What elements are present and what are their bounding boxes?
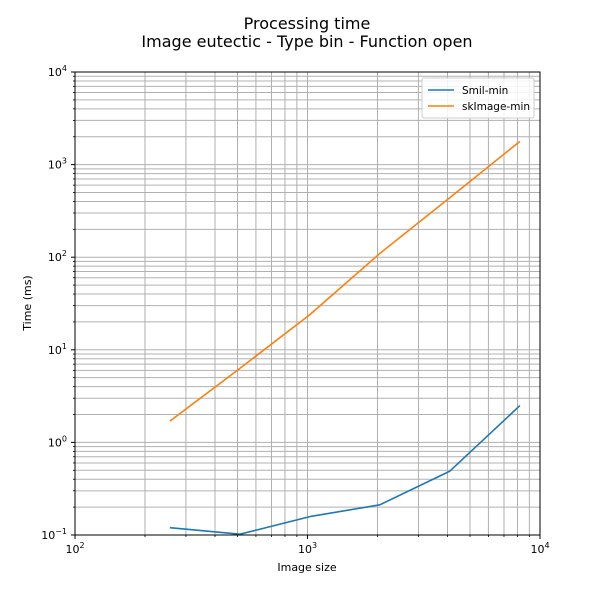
plot-series — [169, 140, 521, 536]
x-axis-label: Image size — [277, 561, 337, 574]
series-line-smil-min — [169, 405, 521, 536]
legend: Smil-min skImage-min — [421, 77, 535, 119]
chart-subtitle: Image eutectic - Type bin - Function ope… — [141, 32, 472, 51]
legend-label: Smil-min — [462, 85, 508, 97]
chart-title: Processing time — [244, 14, 371, 33]
legend-box — [421, 77, 535, 119]
legend-label: skImage-min — [462, 101, 530, 113]
grid — [75, 72, 540, 535]
y-axis-label: Time (ms) — [21, 275, 34, 331]
series-line-skimage-min — [169, 140, 521, 422]
